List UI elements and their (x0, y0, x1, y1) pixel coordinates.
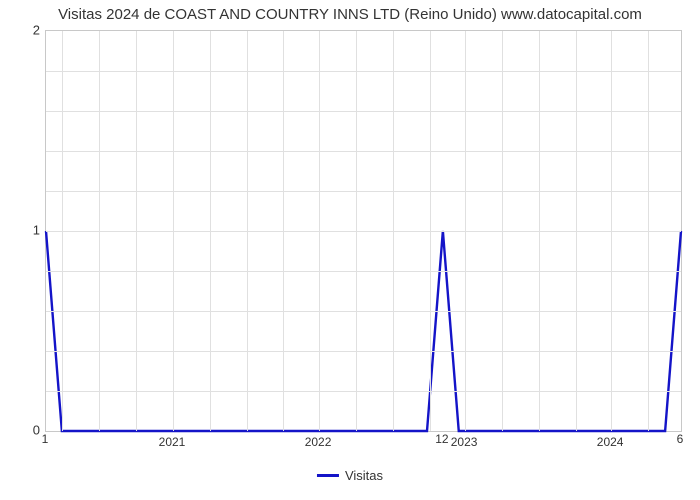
gridline-vertical (430, 31, 431, 431)
gridline-horizontal (46, 311, 681, 312)
chart-title: Visitas 2024 de COAST AND COUNTRY INNS L… (0, 0, 700, 23)
gridline-horizontal (46, 111, 681, 112)
gridline-horizontal (46, 191, 681, 192)
gridline-vertical (62, 31, 63, 431)
x-axis-label: 2024 (597, 435, 624, 449)
gridline-vertical (247, 31, 248, 431)
gridline-horizontal (46, 271, 681, 272)
gridline-horizontal (46, 151, 681, 152)
gridline-horizontal (46, 71, 681, 72)
data-point-label: 6 (677, 432, 684, 446)
gridline-horizontal (46, 391, 681, 392)
y-axis-label: 2 (33, 23, 40, 38)
x-axis-label: 2022 (305, 435, 332, 449)
gridline-vertical (539, 31, 540, 431)
legend-label: Visitas (345, 468, 383, 483)
gridline-vertical (136, 31, 137, 431)
y-axis-label: 0 (33, 423, 40, 438)
gridline-vertical (611, 31, 612, 431)
x-axis-label: 2023 (451, 435, 478, 449)
x-axis-label: 2021 (159, 435, 186, 449)
gridline-vertical (283, 31, 284, 431)
gridline-vertical (210, 31, 211, 431)
gridline-horizontal (46, 231, 681, 232)
data-point-label: 1 (42, 432, 49, 446)
plot-area (45, 30, 682, 432)
gridline-vertical (173, 31, 174, 431)
gridline-vertical (99, 31, 100, 431)
gridline-vertical (356, 31, 357, 431)
gridline-vertical (648, 31, 649, 431)
gridline-vertical (576, 31, 577, 431)
gridline-vertical (465, 31, 466, 431)
data-point-label: 12 (435, 432, 448, 446)
gridline-vertical (319, 31, 320, 431)
gridline-horizontal (46, 351, 681, 352)
legend: Visitas (317, 468, 383, 483)
gridline-vertical (393, 31, 394, 431)
gridline-vertical (502, 31, 503, 431)
legend-swatch (317, 474, 339, 477)
y-axis-label: 1 (33, 223, 40, 238)
